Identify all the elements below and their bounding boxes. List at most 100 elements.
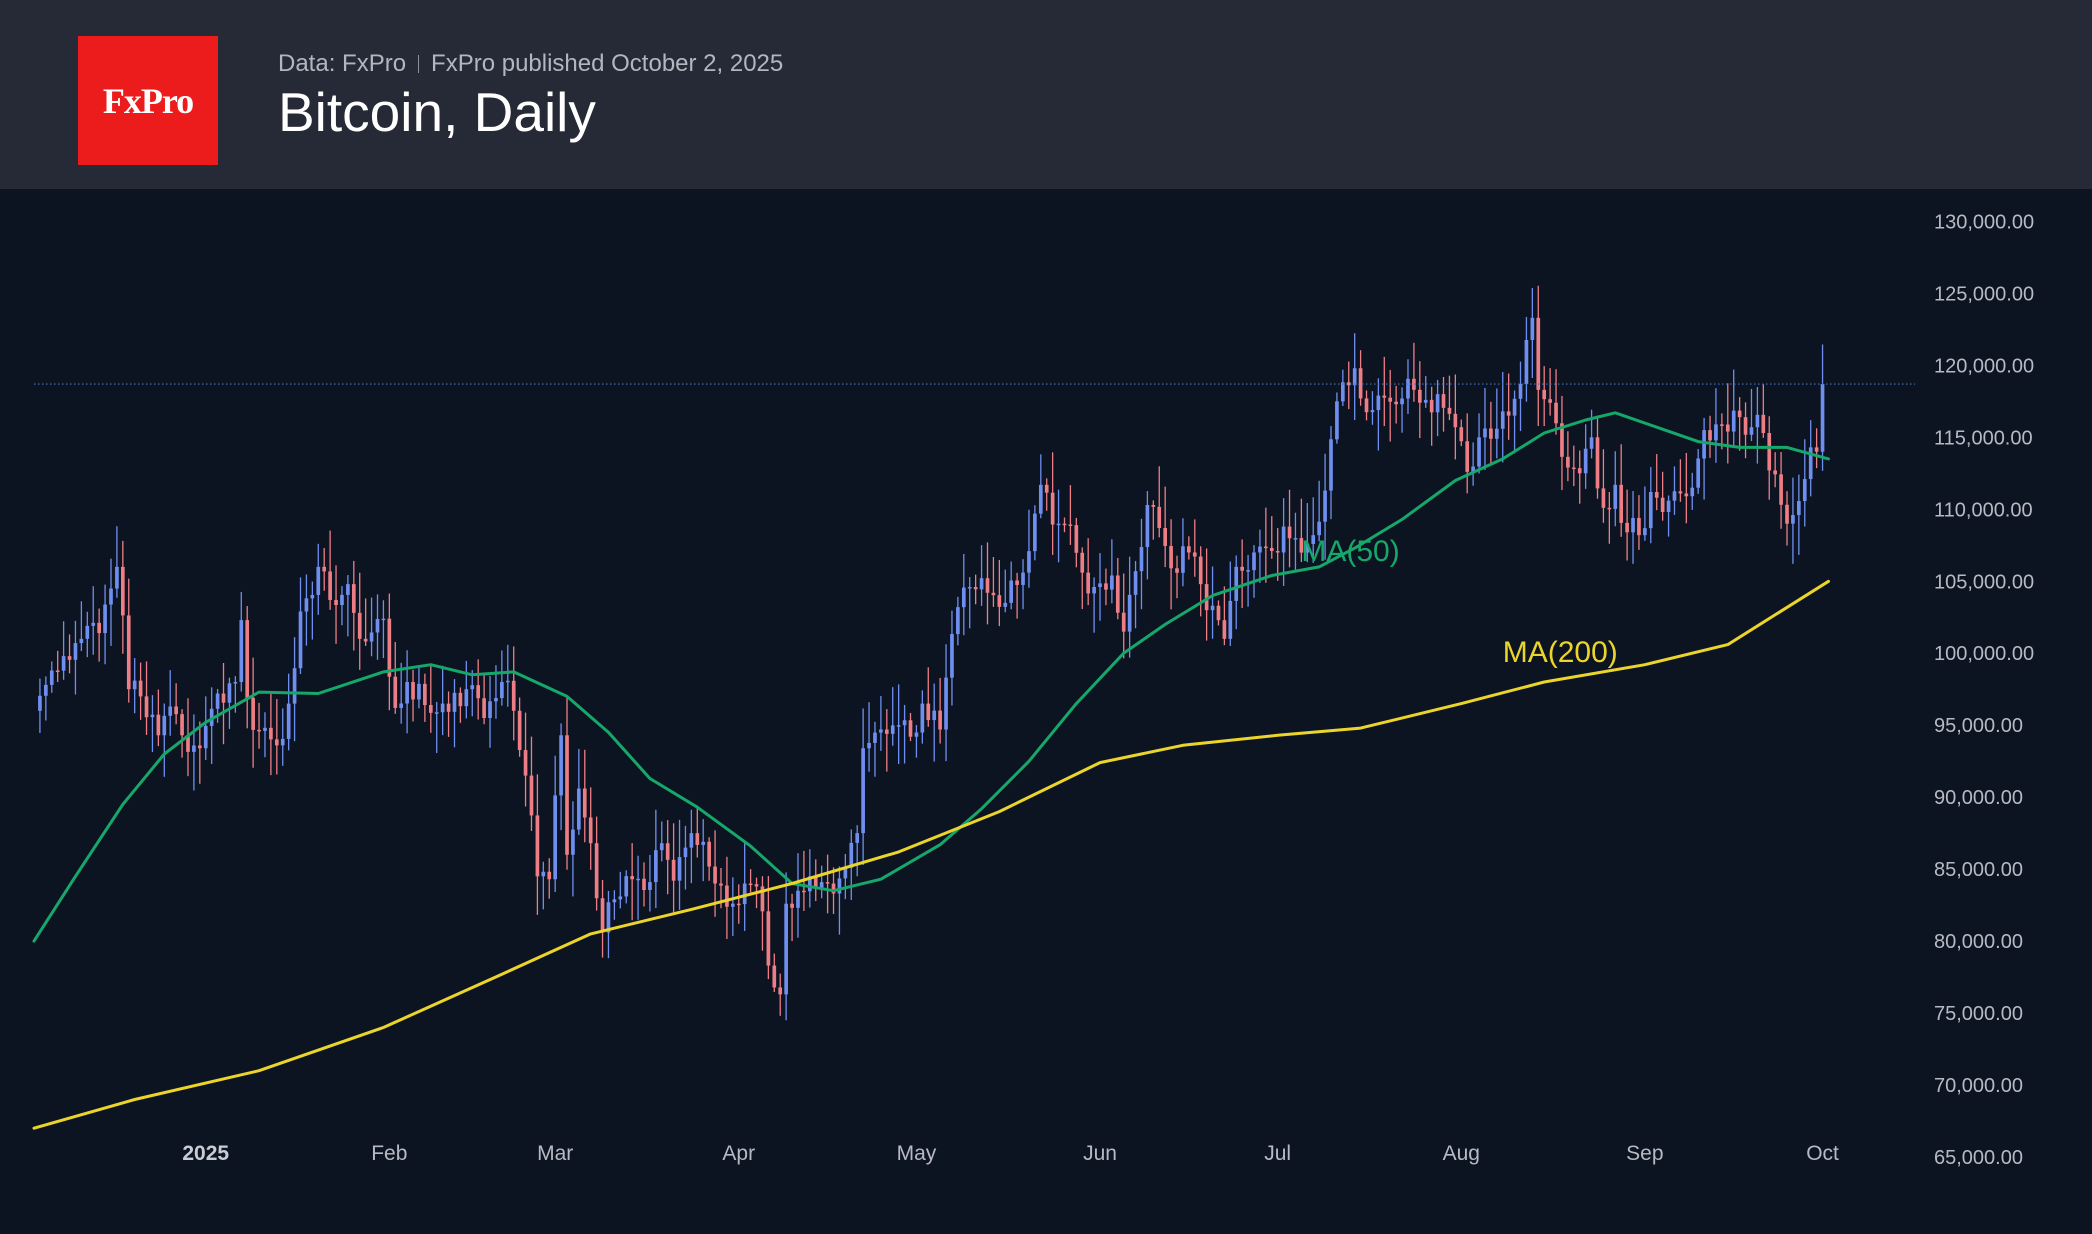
candle-body — [671, 859, 676, 881]
candle-body — [1210, 605, 1215, 611]
candle — [1056, 489, 1061, 563]
candle-body — [1323, 490, 1327, 522]
candle-body — [754, 884, 759, 887]
candle-body — [500, 682, 504, 699]
candle-body — [997, 595, 1002, 607]
candle — [1406, 359, 1410, 414]
candle-body — [523, 750, 528, 776]
candle-body — [417, 683, 421, 700]
candle-body — [162, 715, 167, 736]
candle — [120, 540, 125, 654]
candle-body — [1003, 602, 1008, 607]
candle — [938, 677, 942, 744]
candle — [1643, 486, 1647, 541]
candle-body — [79, 638, 84, 644]
candle-body — [1293, 538, 1298, 540]
candle — [1595, 415, 1600, 499]
candle-body — [1489, 428, 1493, 439]
candle — [547, 858, 552, 899]
candle-body — [1625, 522, 1629, 533]
candle-body — [985, 578, 990, 593]
candle-body — [1204, 584, 1209, 611]
candle — [1015, 572, 1019, 619]
candle — [796, 853, 800, 938]
candle — [369, 597, 374, 657]
candle — [1423, 376, 1428, 408]
fxpro-logo: FxPro — [78, 36, 218, 165]
candle-body — [849, 842, 854, 868]
candle-body — [1317, 521, 1321, 536]
candle-body — [464, 689, 469, 707]
candle-body — [796, 890, 800, 908]
candle-body — [961, 587, 966, 608]
candle-body — [1737, 410, 1742, 418]
candle-body — [1080, 552, 1085, 573]
candle — [1542, 366, 1547, 427]
candle-body — [233, 682, 238, 684]
candle — [1583, 424, 1588, 489]
candle-body — [1690, 487, 1695, 497]
candle-body — [920, 703, 925, 733]
candle-body — [1477, 437, 1481, 467]
candle-body — [1500, 411, 1505, 429]
candle — [351, 560, 356, 651]
candle-body — [138, 680, 143, 697]
candle — [1494, 388, 1499, 459]
candle — [689, 809, 694, 884]
candle — [221, 662, 226, 745]
candle — [446, 691, 451, 737]
candle — [606, 890, 611, 959]
candle-body — [476, 685, 481, 699]
candle-body — [168, 706, 173, 716]
candle-body — [1702, 430, 1706, 459]
candle-body — [1181, 546, 1185, 573]
candle-body — [1121, 612, 1126, 632]
candle-body — [150, 714, 155, 718]
candle-body — [677, 857, 682, 881]
candle-body — [1175, 568, 1179, 573]
candle — [375, 594, 380, 660]
candle — [1773, 452, 1778, 488]
candle-body — [1258, 546, 1262, 553]
candle-body — [1637, 517, 1641, 536]
candle — [1684, 452, 1689, 524]
candle-body — [292, 668, 297, 704]
candle-body — [1583, 448, 1588, 474]
candle-body — [115, 566, 119, 589]
candle — [1234, 555, 1239, 630]
candle-body — [357, 612, 362, 639]
candle-body — [298, 611, 303, 669]
candle-body — [914, 732, 919, 737]
candle-body — [440, 703, 445, 713]
candle — [541, 861, 546, 910]
y-tick-label: 120,000.00 — [1934, 355, 2034, 377]
candle — [1625, 489, 1629, 561]
candle-body — [55, 670, 60, 673]
candle — [1175, 555, 1179, 599]
candle — [1121, 573, 1126, 659]
candle-body — [1417, 389, 1422, 403]
candle-body — [1305, 543, 1310, 553]
candle — [1323, 453, 1327, 560]
candle — [464, 660, 469, 719]
candle — [346, 575, 350, 637]
candle — [624, 870, 629, 904]
candle — [334, 565, 338, 644]
candle-body — [405, 682, 409, 704]
candle — [1210, 566, 1215, 639]
y-tick-label: 95,000.00 — [1934, 715, 2023, 737]
candle-body — [1110, 575, 1114, 590]
candle-body — [375, 618, 380, 633]
candle-body — [203, 725, 208, 749]
candle-body — [1725, 424, 1730, 432]
candle-body — [1654, 492, 1659, 498]
candle-body — [1749, 427, 1754, 435]
candle-body — [837, 878, 842, 894]
candle-body — [707, 841, 711, 867]
candle-body — [1133, 571, 1138, 595]
candle — [144, 661, 149, 735]
y-tick-label: 80,000.00 — [1934, 931, 2023, 953]
candle-body — [1613, 484, 1618, 509]
candle-body — [215, 693, 220, 709]
x-tick-label: Jul — [1264, 1142, 1291, 1165]
